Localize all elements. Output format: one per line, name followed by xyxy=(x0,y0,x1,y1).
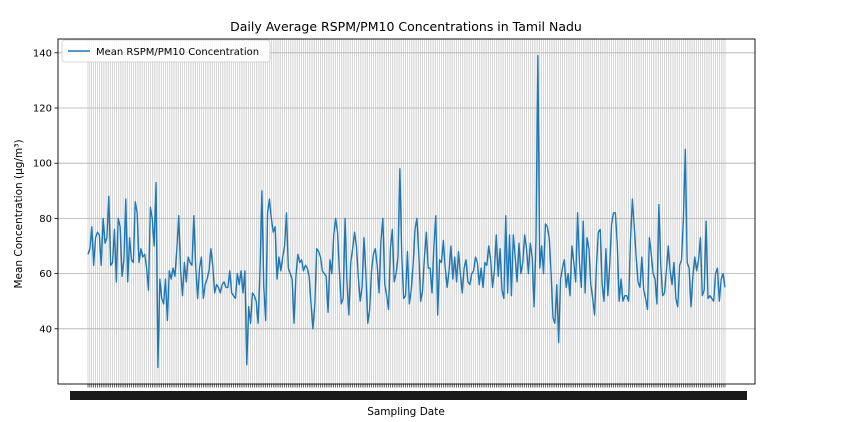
x-axis-ticks xyxy=(70,384,747,400)
y-tick-label: 120 xyxy=(33,104,52,115)
y-tick-label: 40 xyxy=(39,324,52,335)
y-tick-label: 80 xyxy=(39,214,52,225)
y-axis-title: Mean Concentration (µg/m³) xyxy=(13,139,25,288)
y-axis-ticks: 40 60 80 100 120 140 xyxy=(33,48,58,335)
legend-label: Mean RSPM/PM10 Concentration xyxy=(96,47,259,58)
x-axis-title: Sampling Date xyxy=(367,406,445,418)
y-tick-label: 60 xyxy=(39,269,52,280)
series-line-mean-rspm-pm10 xyxy=(87,54,726,369)
legend-box xyxy=(61,39,271,63)
y-tick-label: 100 xyxy=(33,159,52,170)
plot-frame xyxy=(57,38,756,385)
chart-title: Daily Average RSPM/PM10 Concentrations i… xyxy=(230,19,582,34)
legend: Mean RSPM/PM10 Concentration xyxy=(61,39,271,63)
vertical-gridlines xyxy=(87,39,726,384)
y-tick-label: 140 xyxy=(33,48,52,59)
x-tick-labels-overlapped xyxy=(70,391,747,400)
